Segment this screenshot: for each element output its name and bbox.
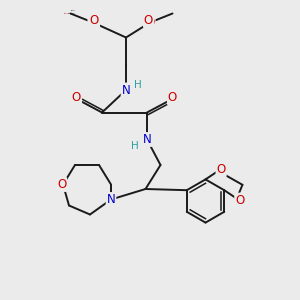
Text: O: O bbox=[168, 91, 177, 104]
Text: H: H bbox=[130, 140, 138, 151]
Text: methyl: methyl bbox=[70, 10, 75, 11]
Text: O: O bbox=[217, 163, 226, 176]
Text: methoxy: methoxy bbox=[68, 13, 74, 14]
Text: O: O bbox=[57, 178, 66, 191]
Text: O: O bbox=[88, 16, 98, 29]
Text: H: H bbox=[134, 80, 141, 90]
Text: methyl: methyl bbox=[70, 12, 75, 14]
Text: O: O bbox=[144, 14, 153, 27]
Text: O: O bbox=[235, 194, 244, 207]
Text: methyl: methyl bbox=[64, 13, 68, 14]
Text: N: N bbox=[142, 133, 152, 146]
Text: N: N bbox=[106, 193, 116, 206]
Text: O: O bbox=[90, 14, 99, 27]
Text: O: O bbox=[72, 91, 81, 104]
Text: O: O bbox=[146, 16, 154, 29]
Text: N: N bbox=[122, 83, 130, 97]
